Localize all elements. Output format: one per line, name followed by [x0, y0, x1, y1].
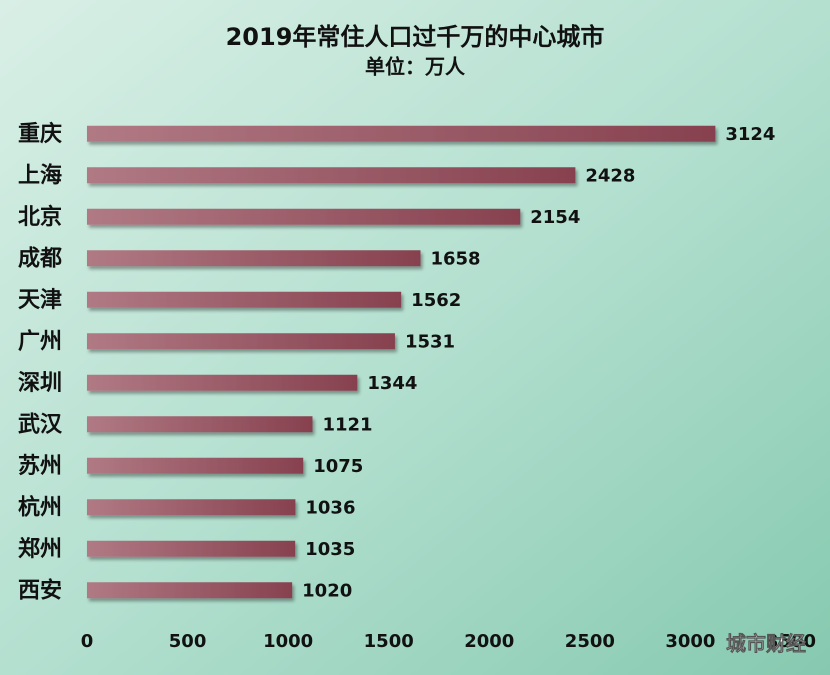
bar	[87, 457, 304, 474]
x-tick-label: 0	[81, 631, 94, 652]
y-tick-label: 杭州	[18, 494, 62, 520]
y-tick-label: 苏州	[18, 453, 62, 479]
x-tick-label: 2000	[464, 631, 514, 652]
bar	[87, 291, 402, 308]
value-label: 1036	[305, 497, 355, 518]
value-label: 1020	[302, 580, 352, 601]
x-tick-label: 3500	[766, 631, 816, 652]
watermark: 城市财经	[726, 632, 806, 656]
y-tick-label: 深圳	[18, 371, 62, 396]
value-label: 2154	[530, 207, 580, 228]
y-tick-label: 北京	[18, 204, 62, 230]
bar	[87, 374, 358, 391]
value-label: 3124	[725, 124, 775, 145]
x-tick-label: 1000	[263, 631, 313, 652]
bar	[87, 208, 521, 225]
y-tick-label: 上海	[18, 162, 62, 188]
value-label: 1344	[367, 373, 417, 394]
value-label: 1075	[313, 456, 363, 477]
value-label: 1658	[430, 248, 480, 269]
y-tick-label: 广州	[18, 328, 62, 354]
chart-title: 2019年常住人口过千万的中心城市	[226, 23, 605, 51]
bar	[87, 582, 293, 599]
bar	[87, 540, 296, 557]
y-tick-label: 西安	[18, 577, 62, 603]
bar	[87, 499, 296, 516]
bar	[87, 416, 313, 433]
y-tick-label: 重庆	[18, 121, 62, 147]
y-tick-label: 成都	[18, 246, 62, 271]
bar	[87, 250, 421, 267]
value-label: 2428	[585, 165, 635, 186]
value-label: 1531	[405, 331, 455, 352]
bar	[87, 125, 716, 142]
x-tick-label: 3000	[665, 631, 715, 652]
value-label: 1035	[305, 539, 355, 560]
x-tick-label: 1500	[364, 631, 414, 652]
y-tick-label: 天津	[18, 287, 62, 313]
y-tick-label: 武汉	[18, 412, 63, 437]
x-tick-label: 500	[169, 631, 207, 652]
y-tick-label: 郑州	[18, 537, 62, 562]
x-tick-label: 2500	[565, 631, 615, 652]
bar	[87, 333, 395, 350]
value-label: 1562	[411, 290, 461, 311]
bar	[87, 167, 576, 184]
chart-subtitle: 单位：万人	[365, 55, 466, 79]
value-label: 1121	[322, 414, 372, 435]
